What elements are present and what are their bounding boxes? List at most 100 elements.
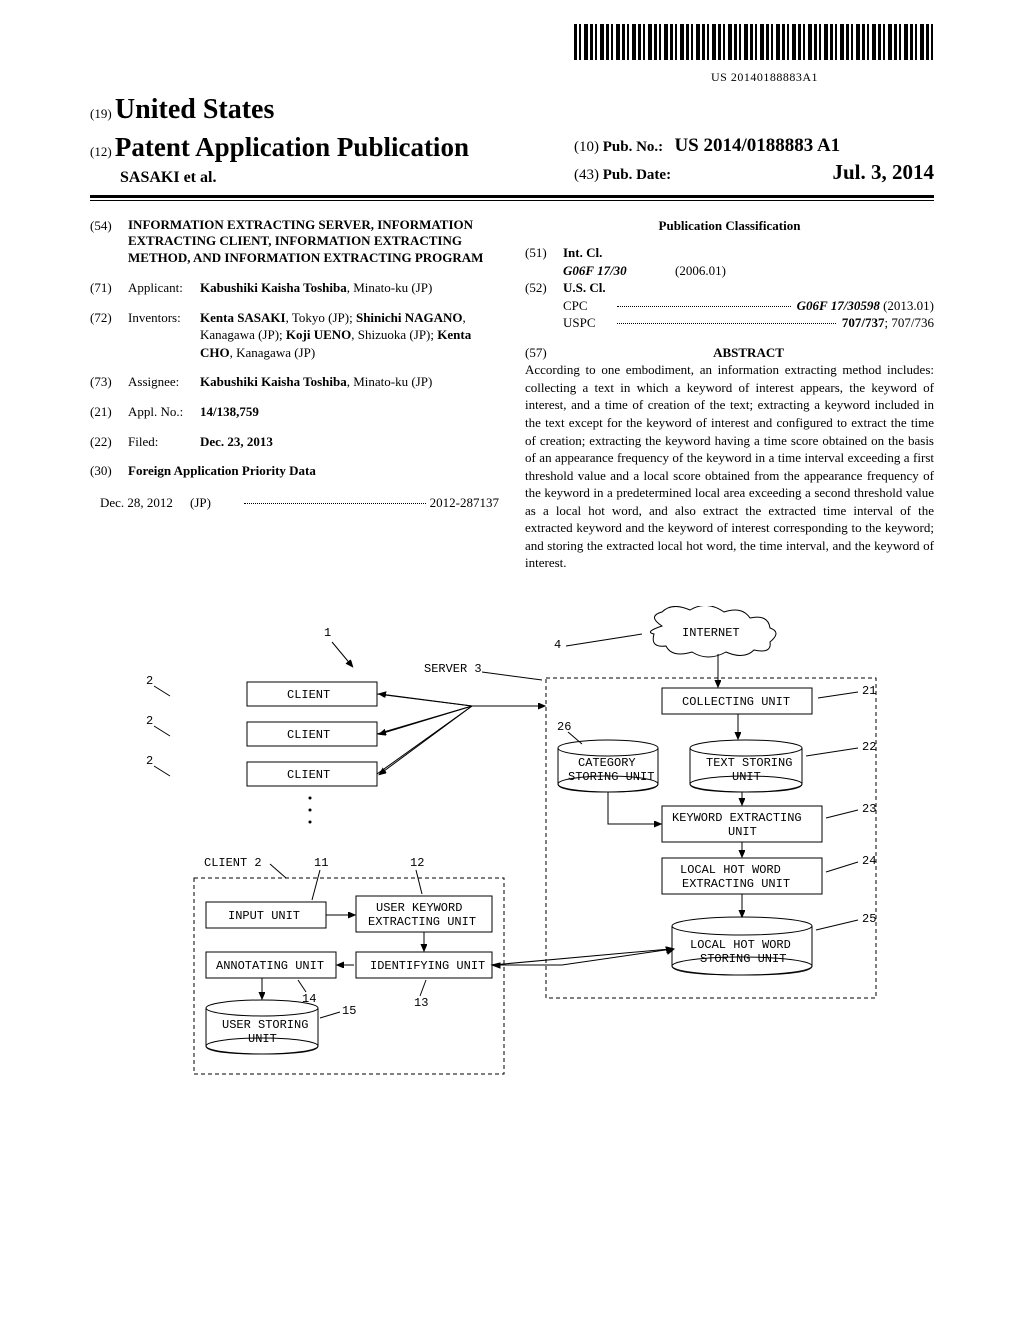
field-52: (52) U.S. Cl. — [525, 279, 934, 297]
dots-icon — [617, 297, 791, 307]
foreign-num: 2012-287137 — [430, 494, 499, 512]
barcode-number: US 20140188883A1 — [90, 69, 934, 85]
user-kw-2: EXTRACTING UNIT — [368, 915, 476, 929]
cpc-row: CPC G06F 17/30598 (2013.01) — [563, 297, 934, 315]
abstract-text: According to one embodiment, an informat… — [525, 361, 934, 572]
label-1: 1 — [324, 626, 331, 640]
user-kw-1: USER KEYWORD — [376, 901, 462, 915]
label-15: 15 — [342, 1004, 356, 1018]
user-storing-2: UNIT — [248, 1032, 277, 1046]
label-server3: SERVER 3 — [424, 662, 482, 676]
label-2b: 2 — [146, 714, 153, 728]
code-71: (71) — [90, 279, 128, 297]
foreign-date: Dec. 28, 2012 — [90, 494, 190, 512]
code-51: (51) — [525, 244, 563, 262]
right-column: Publication Classification (51) Int. Cl.… — [525, 217, 934, 572]
assignee-loc: , Minato-ku (JP) — [347, 374, 433, 389]
foreign-cc: (JP) — [190, 494, 240, 512]
label-11: 11 — [314, 856, 328, 870]
code-10: (10) — [574, 139, 599, 155]
dots-icon — [244, 494, 426, 504]
filed-date: Dec. 23, 2013 — [200, 434, 273, 449]
applicant-loc: , Minato-ku (JP) — [347, 280, 433, 295]
lhw-store-2: STORING UNIT — [700, 952, 786, 966]
text-storing-1: TEXT STORING — [706, 756, 792, 770]
internet-label: INTERNET — [682, 626, 740, 640]
pubdate-label: Pub. Date: — [603, 167, 671, 183]
doc-type: Patent Application Publication — [115, 132, 469, 162]
uspc-row: USPC 707/737; 707/736 — [563, 314, 934, 332]
inv1-loc: , Tokyo (JP); — [286, 310, 356, 325]
client-box-2: CLIENT — [287, 728, 330, 742]
biblio-columns: (54) INFORMATION EXTRACTING SERVER, INFO… — [90, 217, 934, 572]
abstract-head: ABSTRACT — [713, 345, 784, 360]
kw-extract-1: KEYWORD EXTRACTING — [672, 811, 802, 825]
diagram-svg: 1 2 CLIENT 2 CLIENT 2 CLIENT SERVER 3 — [142, 606, 882, 1086]
input-unit: INPUT UNIT — [228, 909, 300, 923]
barcode-icon — [574, 24, 934, 60]
identifying: IDENTIFYING UNIT — [370, 959, 485, 973]
code-12: (12) — [90, 144, 112, 159]
field-51: (51) Int. Cl. — [525, 244, 934, 262]
pubno-label: Pub. No.: — [603, 139, 663, 155]
figure-1: 1 2 CLIENT 2 CLIENT 2 CLIENT SERVER 3 — [90, 606, 934, 1086]
field-73: (73) Assignee: Kabushiki Kaisha Toshiba,… — [90, 373, 499, 391]
inv4-loc: , Kanagawa (JP) — [230, 345, 316, 360]
classification-head: Publication Classification — [525, 217, 934, 235]
code-19: (19) — [90, 106, 112, 121]
applicant-label: Applicant: — [128, 279, 200, 297]
applicant-value: Kabushiki Kaisha Toshiba, Minato-ku (JP) — [200, 279, 499, 297]
cat-storing-2: STORING UNIT — [568, 770, 654, 784]
line-12: (12) Patent Application Publication — [90, 129, 550, 165]
cpc-label: CPC — [563, 297, 611, 315]
user-storing-1: USER STORING — [222, 1018, 308, 1032]
kw-extract-2: UNIT — [728, 825, 757, 839]
uspc-val: 707/737 — [842, 315, 885, 330]
text-storing-2: UNIT — [732, 770, 761, 784]
code-30: (30) — [90, 462, 128, 488]
applno-num: 14/138,759 — [200, 404, 259, 419]
assignee-label: Assignee: — [128, 373, 200, 391]
label-2c: 2 — [146, 754, 153, 768]
pub-date-line: (43) Pub. Date: Jul. 3, 2014 — [574, 158, 934, 186]
code-73: (73) — [90, 373, 128, 391]
code-22: (22) — [90, 433, 128, 451]
applicant-name: Kabushiki Kaisha Toshiba — [200, 280, 347, 295]
filed-label: Filed: — [128, 433, 200, 451]
inventors-label: Inventors: — [128, 309, 200, 362]
label-4: 4 — [554, 638, 561, 652]
code-54: (54) — [90, 217, 128, 268]
assignee-name: Kabushiki Kaisha Toshiba — [200, 374, 347, 389]
foreign-head: Foreign Application Priority Data — [128, 462, 499, 480]
label-24: 24 — [862, 854, 876, 868]
label-23: 23 — [862, 802, 876, 816]
applno-value: 14/138,759 — [200, 403, 499, 421]
ipc-row: G06F 17/30 (2006.01) — [563, 262, 934, 280]
code-21: (21) — [90, 403, 128, 421]
label-25: 25 — [862, 912, 876, 926]
uspc-label: USPC — [563, 314, 611, 332]
lhw-ext-1: LOCAL HOT WORD — [680, 863, 781, 877]
cpc-val: G06F 17/30598 — [797, 298, 880, 313]
pubdate-value: Jul. 3, 2014 — [832, 158, 934, 186]
client-box-3: CLIENT — [287, 768, 330, 782]
inv1-name: Kenta SASAKI — [200, 310, 286, 325]
pubno-value: US 2014/0188883 A1 — [674, 135, 840, 156]
code-43: (43) — [574, 167, 599, 183]
country-name: United States — [115, 94, 274, 125]
barcode-block: US 20140188883A1 — [90, 24, 934, 85]
client2-label: CLIENT 2 — [204, 856, 262, 870]
inv3-loc: , Shizuoka (JP); — [351, 327, 437, 342]
lhw-store-1: LOCAL HOT WORD — [690, 938, 791, 952]
left-column: (54) INFORMATION EXTRACTING SERVER, INFO… — [90, 217, 499, 572]
lhw-ext-2: EXTRACTING UNIT — [682, 877, 790, 891]
line-19: (19) United States — [90, 91, 550, 129]
label-13: 13 — [414, 996, 428, 1010]
pub-no-line: (10) Pub. No.: US 2014/0188883 A1 — [574, 133, 934, 159]
label-12: 12 — [410, 856, 424, 870]
inventors-value: Kenta SASAKI, Tokyo (JP); Shinichi NAGAN… — [200, 309, 499, 362]
assignee-value: Kabushiki Kaisha Toshiba, Minato-ku (JP) — [200, 373, 499, 391]
ipc-ver: (2006.01) — [675, 262, 726, 280]
cpc-ver: (2013.01) — [880, 298, 934, 313]
divider-thick — [90, 195, 934, 198]
